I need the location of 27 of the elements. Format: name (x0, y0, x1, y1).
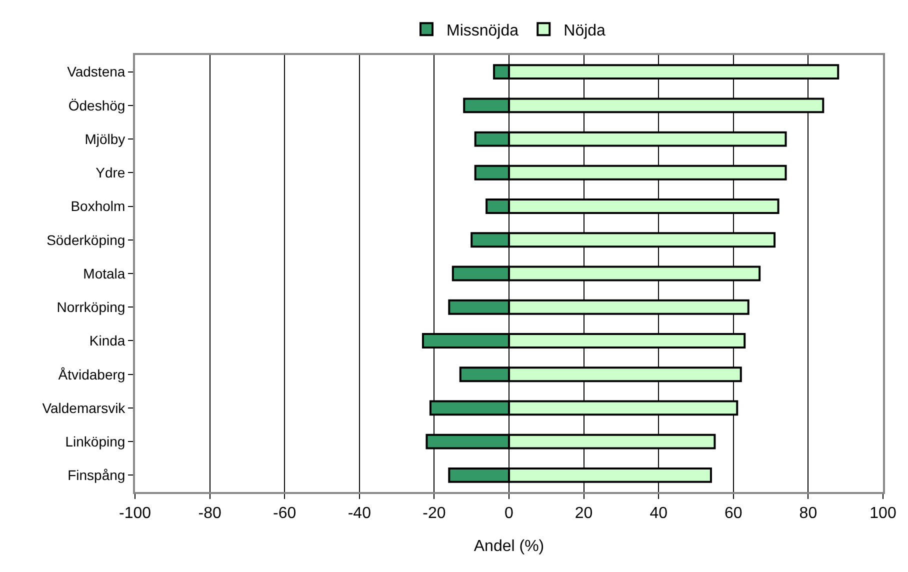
y-tick-label: Mjölby (84, 130, 126, 147)
x-tick-label: 0 (504, 505, 514, 522)
y-tick-label: Boxholm (70, 198, 126, 214)
y-tick-label: Åtvidaberg (58, 366, 126, 382)
x-tick-label: -80 (198, 505, 222, 522)
x-tick-label: 20 (574, 505, 593, 522)
x-tick-label: 100 (870, 505, 896, 522)
x-tick-label: 60 (724, 505, 742, 522)
y-tick-label: Ydre (96, 164, 126, 181)
x-tick-label: -60 (273, 505, 296, 522)
legend-label: Missnöjda (446, 22, 519, 40)
x-axis-title: Andel (%) (474, 538, 544, 555)
y-tick-label: Söderköping (46, 232, 126, 248)
x-tick-label: 80 (799, 505, 818, 522)
y-tick-label: Ödeshög (68, 97, 126, 114)
legend-label: Nöjda (564, 22, 606, 40)
y-tick-label: Kinda (89, 332, 126, 349)
y-tick-label: Finspång (68, 467, 126, 484)
x-tick-label: 40 (650, 505, 668, 522)
x-tick-label: -20 (422, 505, 446, 522)
x-tick-label: -40 (348, 505, 372, 522)
x-tick-label: -100 (118, 505, 152, 522)
y-tick-label: Valdemarsvik (42, 400, 126, 416)
y-tick-label: Vadstena (67, 64, 126, 80)
y-tick-label: Motala (83, 265, 126, 282)
y-tick-label: Norrköping (56, 299, 126, 316)
y-tick-label: Linköping (65, 433, 126, 450)
